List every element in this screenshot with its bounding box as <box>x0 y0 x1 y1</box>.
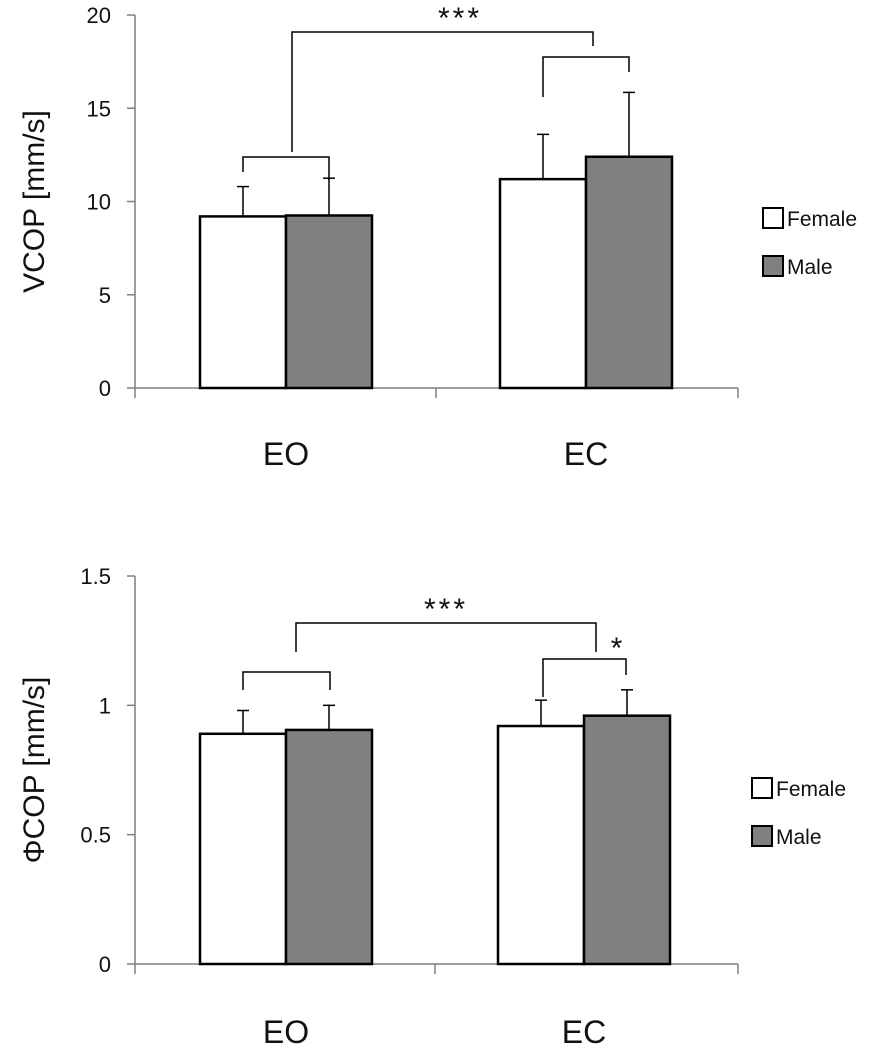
significance-bracket-within <box>242 671 331 690</box>
y-tick-label: 5 <box>99 283 111 308</box>
significance-bracket-between <box>291 31 594 152</box>
y-tick-label: 20 <box>87 3 111 28</box>
y-tick-label: 0 <box>99 376 111 401</box>
y-tick-label: 1.5 <box>80 564 111 589</box>
bar-female-eo <box>198 732 288 966</box>
legend-label-male: Male <box>787 256 833 279</box>
legend-label-male: Male <box>776 826 822 849</box>
x-category-label: EO <box>263 1014 309 1050</box>
bar-female-ec <box>496 724 586 966</box>
significance-bracket-within <box>542 56 630 97</box>
legend-swatch-male <box>762 255 784 277</box>
chart-panel-top: 0 5 10 15 20 EO EC VCOP [mm/s] Female Male *** <box>18 2 857 472</box>
x-category-label: EC <box>562 1014 606 1050</box>
significance-label: *** <box>424 593 468 626</box>
legend-label-female: Female <box>787 208 857 231</box>
bar-female-ec <box>498 177 588 390</box>
bar-male-eo <box>284 214 374 390</box>
y-axis-label: VCOP [mm/s] <box>18 110 51 293</box>
significance-bracket-within <box>542 658 627 697</box>
legend-swatch-female <box>762 207 784 229</box>
bar-male-ec <box>584 155 674 390</box>
y-tick-label: 15 <box>87 96 111 121</box>
y-tick-label: 10 <box>87 190 111 215</box>
legend-swatch-female <box>751 777 773 799</box>
y-axis-label: ΦCOP [mm/s] <box>18 677 51 864</box>
y-tick-label: 0.5 <box>80 823 111 848</box>
y-tick-label: 1 <box>99 693 111 718</box>
x-category-label: EO <box>263 436 309 472</box>
legend-swatch-male <box>751 825 773 847</box>
bar-male-ec <box>582 714 672 966</box>
significance-label: * <box>611 632 626 665</box>
legend-label-female: Female <box>776 778 846 801</box>
significance-bracket-within <box>242 156 330 180</box>
x-category-label: EC <box>564 436 608 472</box>
y-tick-label: 0 <box>99 952 111 977</box>
significance-bracket-between <box>295 622 597 652</box>
significance-label: *** <box>438 2 482 35</box>
bar-female-eo <box>198 215 288 390</box>
bar-male-eo <box>284 728 374 966</box>
